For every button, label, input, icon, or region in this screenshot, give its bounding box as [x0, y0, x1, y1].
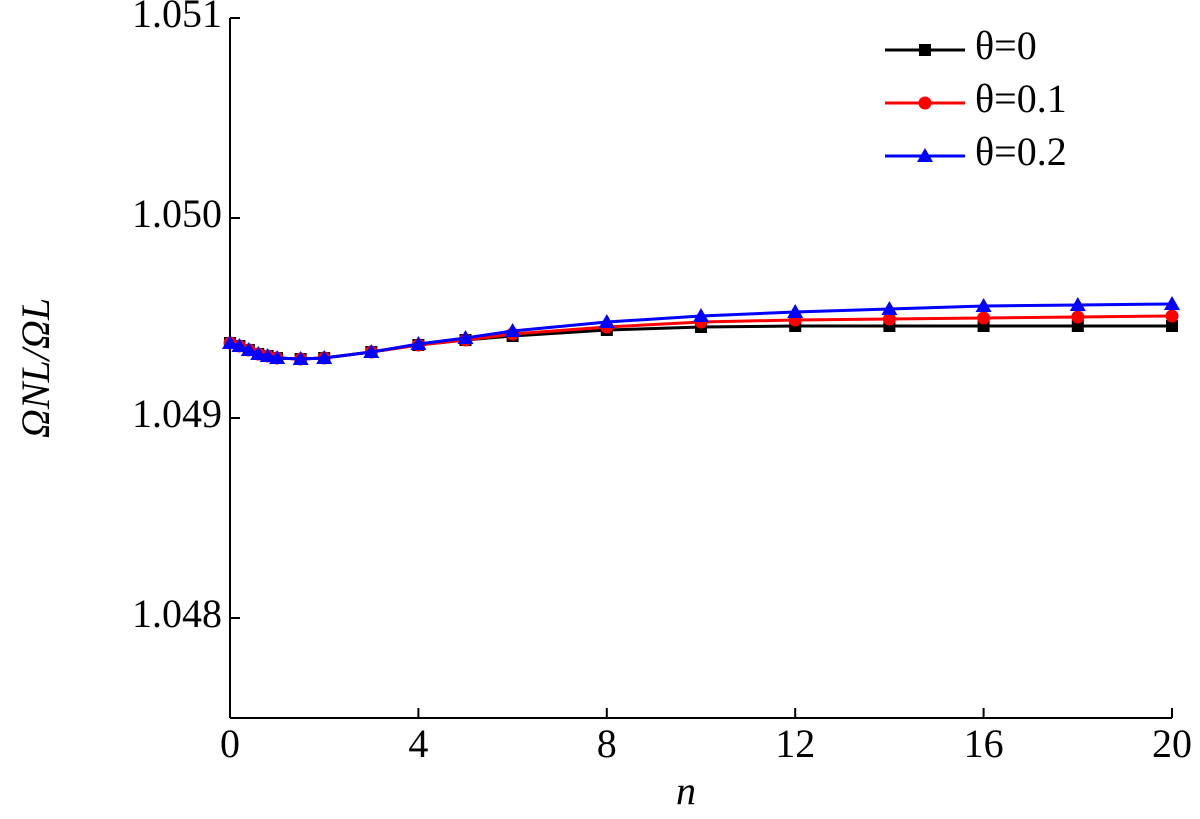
legend-label: θ=0.1: [975, 76, 1067, 121]
x-axis-label: n: [676, 768, 696, 813]
marker: [1165, 309, 1179, 323]
marker: [269, 350, 286, 364]
y-tick-label: 1.051: [132, 0, 222, 36]
marker: [787, 304, 804, 318]
y-tick-label: 1.048: [132, 591, 222, 636]
legend-label: θ=0: [975, 23, 1037, 68]
legend-marker: [917, 148, 933, 162]
x-tick-label: 20: [1152, 721, 1192, 766]
marker: [222, 335, 238, 349]
y-tick-label: 1.050: [132, 191, 222, 236]
marker: [457, 330, 474, 344]
x-tick-label: 12: [775, 721, 815, 766]
marker: [977, 311, 991, 325]
marker: [410, 336, 427, 350]
x-tick-label: 4: [408, 721, 428, 766]
marker: [231, 338, 248, 352]
marker: [1164, 296, 1180, 310]
x-tick-label: 8: [597, 721, 617, 766]
marker: [975, 298, 992, 312]
marker: [250, 346, 267, 360]
y-axis-label: ΩNL/ΩL: [13, 298, 58, 438]
x-tick-label: 0: [220, 721, 240, 766]
marker: [504, 323, 521, 337]
marker: [882, 312, 896, 326]
legend-label: θ=0.2: [975, 129, 1067, 174]
marker: [363, 344, 380, 358]
marker: [1071, 320, 1084, 332]
marker: [598, 314, 615, 328]
marker: [259, 348, 276, 362]
marker: [1069, 297, 1086, 311]
legend-marker: [918, 96, 932, 110]
marker: [292, 351, 309, 365]
marker: [316, 350, 333, 364]
marker: [240, 342, 257, 356]
y-tick-label: 1.049: [132, 391, 222, 436]
legend-marker: [919, 44, 931, 56]
marker: [693, 308, 709, 322]
x-tick-label: 16: [964, 721, 1004, 766]
marker: [1071, 310, 1085, 324]
marker: [881, 301, 898, 315]
marker: [1166, 320, 1178, 332]
